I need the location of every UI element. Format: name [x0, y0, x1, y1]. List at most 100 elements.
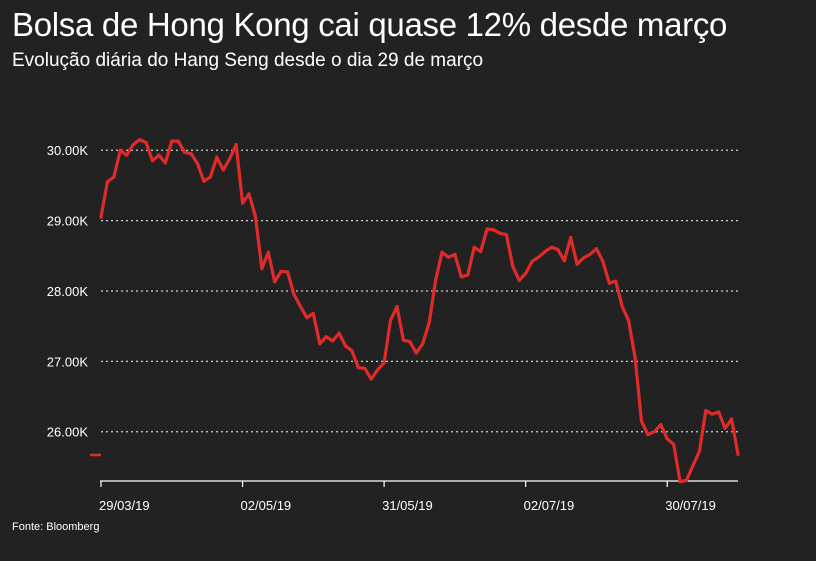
data-point [569, 235, 573, 240]
chart-title: Bolsa de Hong Kong cai quase 12% desde m… [12, 6, 728, 43]
data-point [517, 278, 521, 283]
data-point [260, 266, 264, 271]
data-point [324, 335, 328, 339]
data-point [672, 442, 676, 447]
source-note: Fonte: Bloomberg [12, 521, 100, 533]
data-point [292, 292, 296, 297]
data-point [697, 449, 701, 454]
data-point [131, 142, 135, 147]
data-point [581, 256, 586, 260]
data-point [215, 155, 219, 159]
data-point [253, 214, 258, 218]
data-point [717, 410, 721, 414]
data-point [273, 280, 277, 284]
data-point [543, 249, 547, 254]
data-point [382, 361, 386, 365]
data-point [549, 245, 554, 249]
data-point [183, 150, 187, 154]
data-point [337, 331, 341, 335]
data-point [691, 463, 695, 468]
data-point [163, 161, 167, 165]
data-point [446, 255, 451, 259]
series-layer [99, 138, 740, 484]
data-point [736, 452, 740, 456]
y-tick-label: 28.00K [47, 284, 89, 299]
x-tick-label: 02/05/19 [241, 498, 292, 513]
chart-subtitle: Evolução diária do Hang Seng desde o dia… [12, 50, 484, 71]
data-point [240, 201, 245, 205]
data-point [157, 153, 161, 157]
x-axis: 29/03/19 02/05/19 31/05/19 02/07/19 30/07/19 [99, 481, 716, 513]
data-point [138, 138, 142, 142]
gridlines [101, 149, 738, 433]
data-point [144, 140, 148, 145]
data-point [376, 368, 380, 372]
data-point [125, 153, 129, 157]
x-tick-label: 30/07/19 [665, 498, 716, 513]
data-point [401, 338, 406, 342]
data-point [298, 304, 303, 309]
y-tick-label: 29.00K [47, 214, 89, 229]
data-point [221, 168, 225, 172]
data-point [453, 252, 457, 256]
data-point [311, 311, 315, 316]
data-point [228, 157, 232, 161]
data-point [729, 417, 734, 421]
data-point [414, 351, 418, 355]
y-tick-label: 30.00K [47, 143, 89, 158]
x-tick-label: 02/07/19 [524, 498, 575, 513]
data-point [421, 342, 425, 346]
data-point [491, 228, 496, 232]
data-point [639, 419, 644, 423]
data-point [659, 423, 663, 427]
data-point [536, 255, 541, 259]
data-point [440, 250, 444, 254]
data-point [723, 426, 727, 430]
data-point [504, 233, 508, 237]
x-tick-label: 31/05/19 [382, 498, 433, 513]
data-point [646, 432, 650, 437]
data-point [247, 192, 251, 196]
data-point [118, 148, 122, 152]
data-point [356, 366, 360, 370]
data-point [318, 342, 322, 346]
data-point [627, 318, 631, 323]
series-line-hang-seng [99, 138, 740, 484]
data-point [433, 278, 438, 283]
data-point [234, 142, 238, 147]
data-point [99, 215, 103, 219]
data-point [710, 412, 714, 416]
data-point [350, 349, 354, 353]
data-point [588, 252, 592, 256]
data-point [331, 339, 335, 343]
data-point [665, 437, 669, 441]
data-point [170, 139, 174, 143]
data-point [395, 304, 399, 309]
data-point [427, 321, 431, 325]
data-point [652, 430, 656, 434]
data-point [466, 273, 470, 277]
data-point [633, 356, 637, 360]
data-point [189, 152, 193, 156]
y-axis: 30.00K 29.00K 28.00K 27.00K 26.00K [47, 143, 89, 440]
data-point [511, 264, 515, 268]
data-point [408, 340, 412, 344]
data-point [594, 247, 599, 251]
data-point [704, 409, 708, 413]
data-point [343, 344, 348, 348]
data-point [684, 478, 689, 482]
data-point [195, 161, 200, 166]
data-point [575, 262, 579, 266]
data-point [305, 316, 309, 320]
data-point [208, 175, 212, 179]
data-point [105, 180, 110, 184]
data-point [112, 175, 116, 179]
y-tick-label: 27.00K [47, 354, 89, 369]
data-point [562, 259, 566, 263]
data-point [369, 377, 373, 381]
data-point [530, 259, 534, 264]
data-point [266, 250, 270, 254]
data-point [601, 259, 605, 264]
data-point [485, 227, 489, 231]
